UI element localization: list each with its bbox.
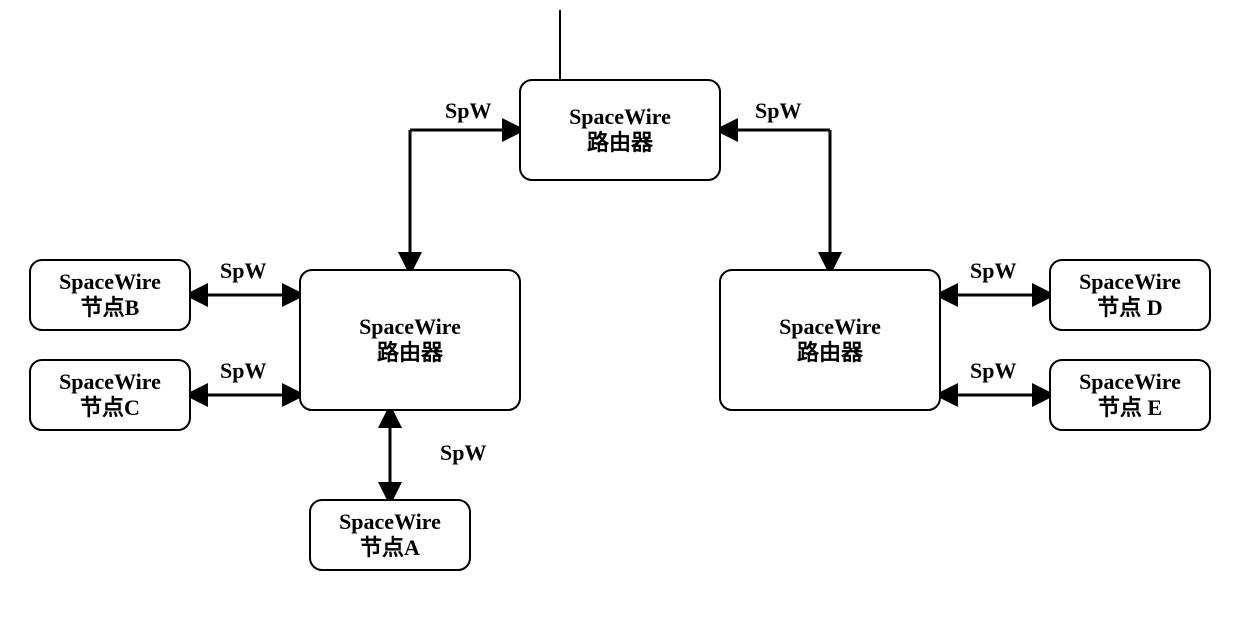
node-node_c: SpaceWire节点C — [30, 360, 190, 430]
node-line2: 节点 E — [1098, 395, 1162, 420]
node-router_left: SpaceWire路由器 — [300, 270, 520, 410]
node-line2: 节点A — [360, 535, 420, 560]
node-node_a: SpaceWire节点A — [310, 500, 470, 570]
edge-top_left: SpW — [410, 98, 520, 270]
node-line2: 节点 D — [1097, 295, 1162, 320]
edge-top_right: SpW — [720, 98, 830, 270]
node-line1: SpaceWire — [569, 104, 671, 129]
node-line1: SpaceWire — [359, 314, 461, 339]
edge-e_link: SpW — [940, 358, 1050, 395]
node-line1: SpaceWire — [1079, 269, 1181, 294]
node-node_b: SpaceWire节点B — [30, 260, 190, 330]
edge-label: SpW — [755, 98, 801, 123]
edge-label: SpW — [440, 440, 486, 465]
node-line1: SpaceWire — [339, 509, 441, 534]
edge-label: SpW — [970, 258, 1016, 283]
node-node_d: SpaceWire节点 D — [1050, 260, 1210, 330]
edge-b_link: SpW — [190, 258, 300, 295]
node-line2: 路由器 — [377, 340, 444, 365]
node-line1: SpaceWire — [779, 314, 881, 339]
edge-d_link: SpW — [940, 258, 1050, 295]
node-router_right: SpaceWire路由器 — [720, 270, 940, 410]
edge-label: SpW — [445, 98, 491, 123]
node-line2: 路由器 — [587, 130, 654, 155]
edge-c_link: SpW — [190, 358, 300, 395]
node-line1: SpaceWire — [59, 269, 161, 294]
edge-label: SpW — [970, 358, 1016, 383]
edge-label: SpW — [220, 358, 266, 383]
node-router_top: SpaceWire路由器 — [520, 80, 720, 180]
node-node_e: SpaceWire节点 E — [1050, 360, 1210, 430]
node-line1: SpaceWire — [59, 369, 161, 394]
node-line2: 节点B — [81, 295, 140, 320]
edge-label: SpW — [220, 258, 266, 283]
node-line2: 节点C — [80, 395, 140, 420]
edge-a_link: SpW — [390, 410, 486, 500]
node-line2: 路由器 — [797, 340, 864, 365]
node-line1: SpaceWire — [1079, 369, 1181, 394]
